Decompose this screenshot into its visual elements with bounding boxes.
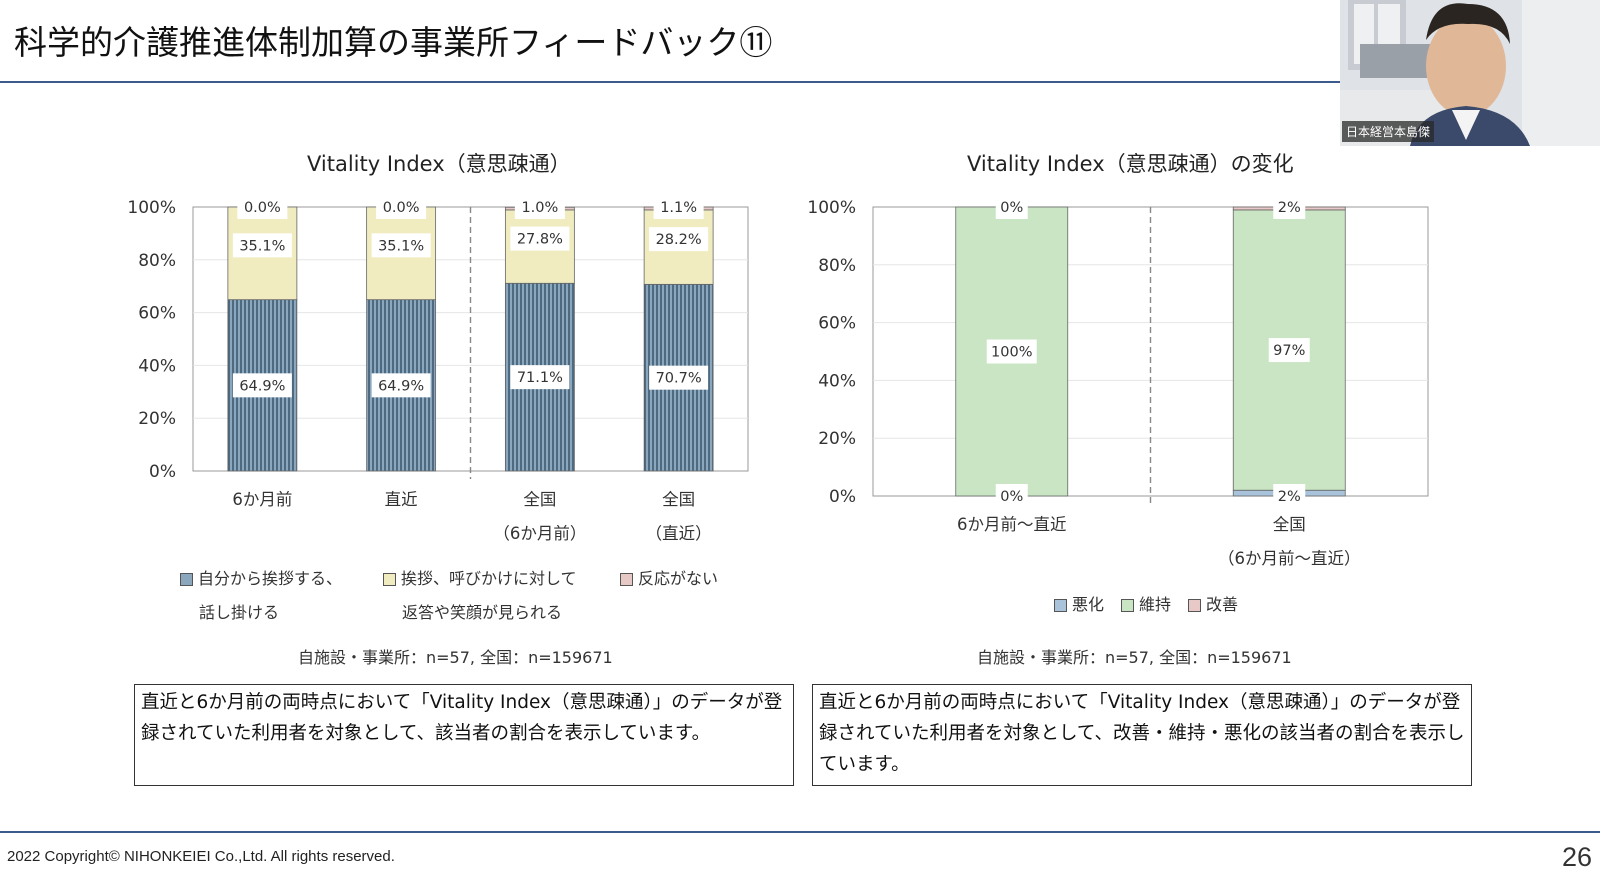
data-label: 97% bbox=[1273, 343, 1305, 359]
webcam-scene bbox=[1340, 0, 1600, 146]
category-label: （直近） bbox=[646, 524, 712, 543]
legend-item-responds-line2: 返答や笑顔が見られる bbox=[402, 603, 563, 622]
legend-item-responds: 挨拶、呼びかけに対して bbox=[383, 565, 577, 589]
legend-label: 維持 bbox=[1139, 595, 1172, 614]
webcam-name-label: 日本経営本島傑 bbox=[1342, 121, 1435, 142]
data-label-bg bbox=[510, 226, 570, 251]
data-label-bg bbox=[1268, 338, 1310, 363]
data-label-bg bbox=[232, 233, 292, 258]
data-label-bg bbox=[514, 195, 565, 219]
data-label-bg bbox=[510, 365, 570, 390]
legend-item-improved: 改善 bbox=[1188, 591, 1238, 615]
y-tick-label: 0% bbox=[149, 462, 176, 482]
category-label: （6か月前） bbox=[493, 524, 586, 543]
y-tick-label: 80% bbox=[138, 251, 176, 271]
data-label: 35.1% bbox=[378, 238, 424, 254]
category-label: 6か月前～直近 bbox=[957, 515, 1067, 534]
data-label: 0.0% bbox=[244, 200, 281, 216]
legend-label: 悪化 bbox=[1072, 595, 1105, 614]
legend-swatch bbox=[620, 573, 633, 586]
legend-swatch bbox=[1121, 599, 1134, 612]
left-note-box: 直近と6か月前の両時点において「Vitality Index（意思疎通）」のデー… bbox=[134, 684, 794, 786]
data-label: 35.1% bbox=[239, 238, 285, 254]
legend-item-worsened: 悪化 bbox=[1054, 591, 1104, 615]
data-label: 0% bbox=[1000, 200, 1023, 216]
y-tick-label: 100% bbox=[127, 198, 176, 218]
legend-swatch bbox=[1054, 599, 1067, 612]
y-tick-label: 0% bbox=[829, 487, 856, 507]
category-label: 直近 bbox=[385, 490, 418, 509]
y-tick-label: 40% bbox=[138, 356, 176, 376]
left-chart-title: Vitality Index（意思疎通） bbox=[307, 152, 571, 176]
y-tick-label: 20% bbox=[138, 409, 176, 429]
data-label-bg bbox=[371, 373, 431, 398]
legend-swatch bbox=[180, 573, 193, 586]
legend-label: 反応がない bbox=[638, 569, 719, 588]
data-label: 64.9% bbox=[239, 378, 285, 394]
category-label: （6か月前～直近） bbox=[1218, 549, 1361, 568]
data-label-bg bbox=[1273, 484, 1306, 508]
category-label: 6か月前 bbox=[232, 490, 292, 509]
data-label-bg bbox=[653, 195, 704, 219]
webcam-video: 日本経営本島傑 bbox=[1340, 0, 1600, 146]
data-label-bg bbox=[1273, 195, 1306, 219]
page-number: 26 bbox=[1561, 842, 1592, 872]
data-label: 0% bbox=[1000, 489, 1023, 505]
legend-label: 挨拶、呼びかけに対して bbox=[401, 569, 577, 588]
data-label: 2% bbox=[1278, 200, 1301, 216]
right-stacked-bar-chart: 0% 20% 40% 60% 80% 100% 0% 100% 0% 6か月前～直近 2% 97% 2%… bbox=[807, 195, 1429, 568]
footer-divider bbox=[0, 831, 1600, 833]
data-label: 70.7% bbox=[656, 371, 702, 387]
right-chart-title: Vitality Index（意思疎通）の変化 bbox=[967, 152, 1294, 176]
legend-swatch bbox=[383, 573, 396, 586]
data-label: 71.1% bbox=[517, 370, 563, 386]
data-label: 100% bbox=[991, 345, 1032, 361]
y-tick-label: 60% bbox=[138, 304, 176, 324]
data-label-bg bbox=[995, 195, 1028, 219]
data-label-bg bbox=[995, 484, 1028, 508]
legend-item-greet-self: 自分から挨拶する、 bbox=[180, 565, 342, 589]
data-label-bg bbox=[232, 373, 292, 398]
legend-swatch bbox=[1188, 599, 1201, 612]
category-label: 全国 bbox=[523, 490, 556, 509]
legend-item-greet-self-line2: 話し掛ける bbox=[199, 603, 280, 622]
data-label-bg bbox=[371, 233, 431, 258]
y-tick-label: 40% bbox=[818, 371, 856, 391]
data-label-bg bbox=[986, 339, 1037, 364]
left-stacked-bar-chart: 0% 20% 40% 60% 80% 100% 64.9% 35.1% 0.0% 6か月前 64.9… bbox=[127, 195, 749, 543]
copyright-text: 2022 Copyright© NIHONKEIEI Co.,Ltd. All … bbox=[7, 848, 395, 865]
right-note-box: 直近と6か月前の両時点において「Vitality Index（意思疎通）」のデー… bbox=[812, 684, 1472, 786]
data-label: 1.0% bbox=[521, 200, 558, 216]
data-label: 28.2% bbox=[656, 232, 702, 248]
data-label: 27.8% bbox=[517, 232, 563, 248]
legend-label: 改善 bbox=[1206, 595, 1239, 614]
data-label: 64.9% bbox=[378, 378, 424, 394]
right-sample-size: 自施設・事業所：n=57, 全国：n=159671 bbox=[977, 648, 1292, 667]
y-tick-label: 80% bbox=[818, 256, 856, 276]
data-label: 2% bbox=[1278, 489, 1301, 505]
category-label: 全国 bbox=[1273, 515, 1306, 534]
legend-label: 自分から挨拶する、 bbox=[198, 569, 343, 588]
data-label-bg bbox=[649, 365, 709, 390]
data-label: 1.1% bbox=[660, 200, 697, 216]
legend-item-maintained: 維持 bbox=[1121, 591, 1171, 615]
legend-item-no-response: 反応がない bbox=[620, 565, 718, 589]
y-tick-label: 100% bbox=[807, 198, 856, 218]
data-label-bg bbox=[649, 227, 709, 252]
y-tick-label: 60% bbox=[818, 314, 856, 334]
y-tick-label: 20% bbox=[818, 429, 856, 449]
title-divider bbox=[0, 81, 1340, 83]
data-label-bg bbox=[376, 195, 427, 219]
data-label-bg bbox=[237, 195, 288, 219]
data-label: 0.0% bbox=[383, 200, 420, 216]
category-label: 全国 bbox=[662, 490, 695, 509]
left-sample-size: 自施設・事業所：n=57, 全国：n=159671 bbox=[298, 648, 613, 667]
slide-title: 科学的介護推進体制加算の事業所フィードバック⑪ bbox=[14, 23, 773, 62]
